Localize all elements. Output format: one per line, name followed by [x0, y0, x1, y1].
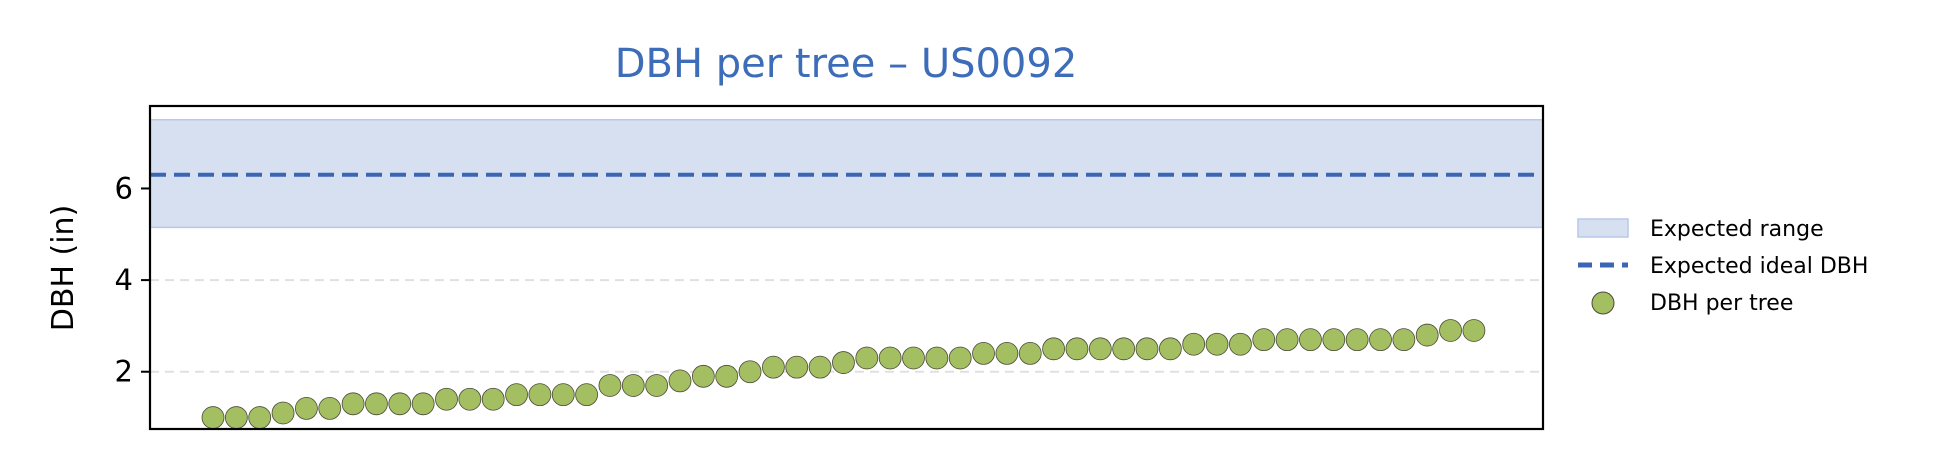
data-point: [435, 387, 458, 411]
data-point: [1415, 323, 1439, 347]
data-point: [902, 346, 925, 370]
data-point: [621, 374, 645, 397]
legend-swatch-expected-range: [1577, 218, 1629, 238]
data-point: [294, 396, 318, 420]
data-point: [691, 364, 715, 388]
data-point: [855, 346, 879, 370]
data-point: [1112, 337, 1136, 361]
data-point: [948, 346, 972, 370]
y-tick-label: 4: [115, 263, 133, 297]
data-point: [808, 355, 832, 379]
legend: Expected range Expected ideal DBH DBH pe…: [1577, 217, 1868, 316]
data-point: [668, 369, 692, 393]
data-point: [785, 355, 809, 379]
data-point: [1018, 342, 1042, 365]
data-point: [1322, 328, 1346, 352]
data-point: [598, 374, 622, 397]
legend-label-dbh-per-tree: DBH per tree: [1650, 291, 1793, 316]
data-point: [271, 401, 295, 425]
data-point: [1392, 328, 1416, 352]
plot-frame: [148, 104, 1545, 431]
y-tick-label: 2: [115, 355, 133, 389]
data-point: [341, 392, 365, 416]
data-point: [832, 351, 855, 374]
data-point: [1229, 332, 1252, 356]
data-point: [1252, 328, 1276, 352]
data-point: [715, 364, 739, 388]
data-point: [1088, 337, 1112, 361]
plot-area: 2 4 6: [115, 104, 1545, 431]
data-point: [1135, 337, 1159, 361]
data-point: [925, 346, 949, 370]
data-point: [1205, 332, 1229, 356]
data-point: [201, 406, 225, 429]
data-point: [738, 360, 762, 384]
data-point: [1299, 328, 1322, 352]
data-point: [762, 355, 785, 379]
data-point: [575, 383, 598, 407]
data-point: [528, 383, 552, 407]
data-point: [1275, 328, 1299, 352]
chart-title: DBH per tree – US0092: [615, 41, 1078, 87]
data-point: [388, 392, 412, 416]
data-point: [458, 387, 482, 411]
legend-swatch-dbh-per-tree: [1591, 291, 1615, 315]
data-point: [318, 396, 342, 420]
data-point: [1158, 337, 1182, 361]
data-point: [972, 342, 995, 365]
data-point: [645, 374, 669, 397]
y-tick-label: 6: [115, 171, 133, 205]
data-point: [481, 387, 505, 411]
data-point: [1182, 332, 1206, 356]
data-point: [224, 406, 248, 429]
y-axis-label: DBH (in): [46, 205, 81, 332]
data-point: [1345, 328, 1369, 352]
data-point: [411, 392, 435, 416]
legend-label-expected-range: Expected range: [1650, 217, 1824, 242]
data-point: [1042, 337, 1065, 361]
data-point: [551, 383, 575, 407]
data-point: [995, 342, 1019, 365]
data-point: [1439, 319, 1462, 342]
data-point: [1065, 337, 1089, 361]
data-point: [1369, 328, 1392, 352]
data-point: [248, 406, 272, 429]
data-point: [1462, 319, 1486, 342]
data-point: [505, 383, 528, 407]
data-point: [878, 346, 902, 370]
legend-label-expected-ideal: Expected ideal DBH: [1650, 254, 1868, 279]
data-point: [365, 392, 388, 416]
